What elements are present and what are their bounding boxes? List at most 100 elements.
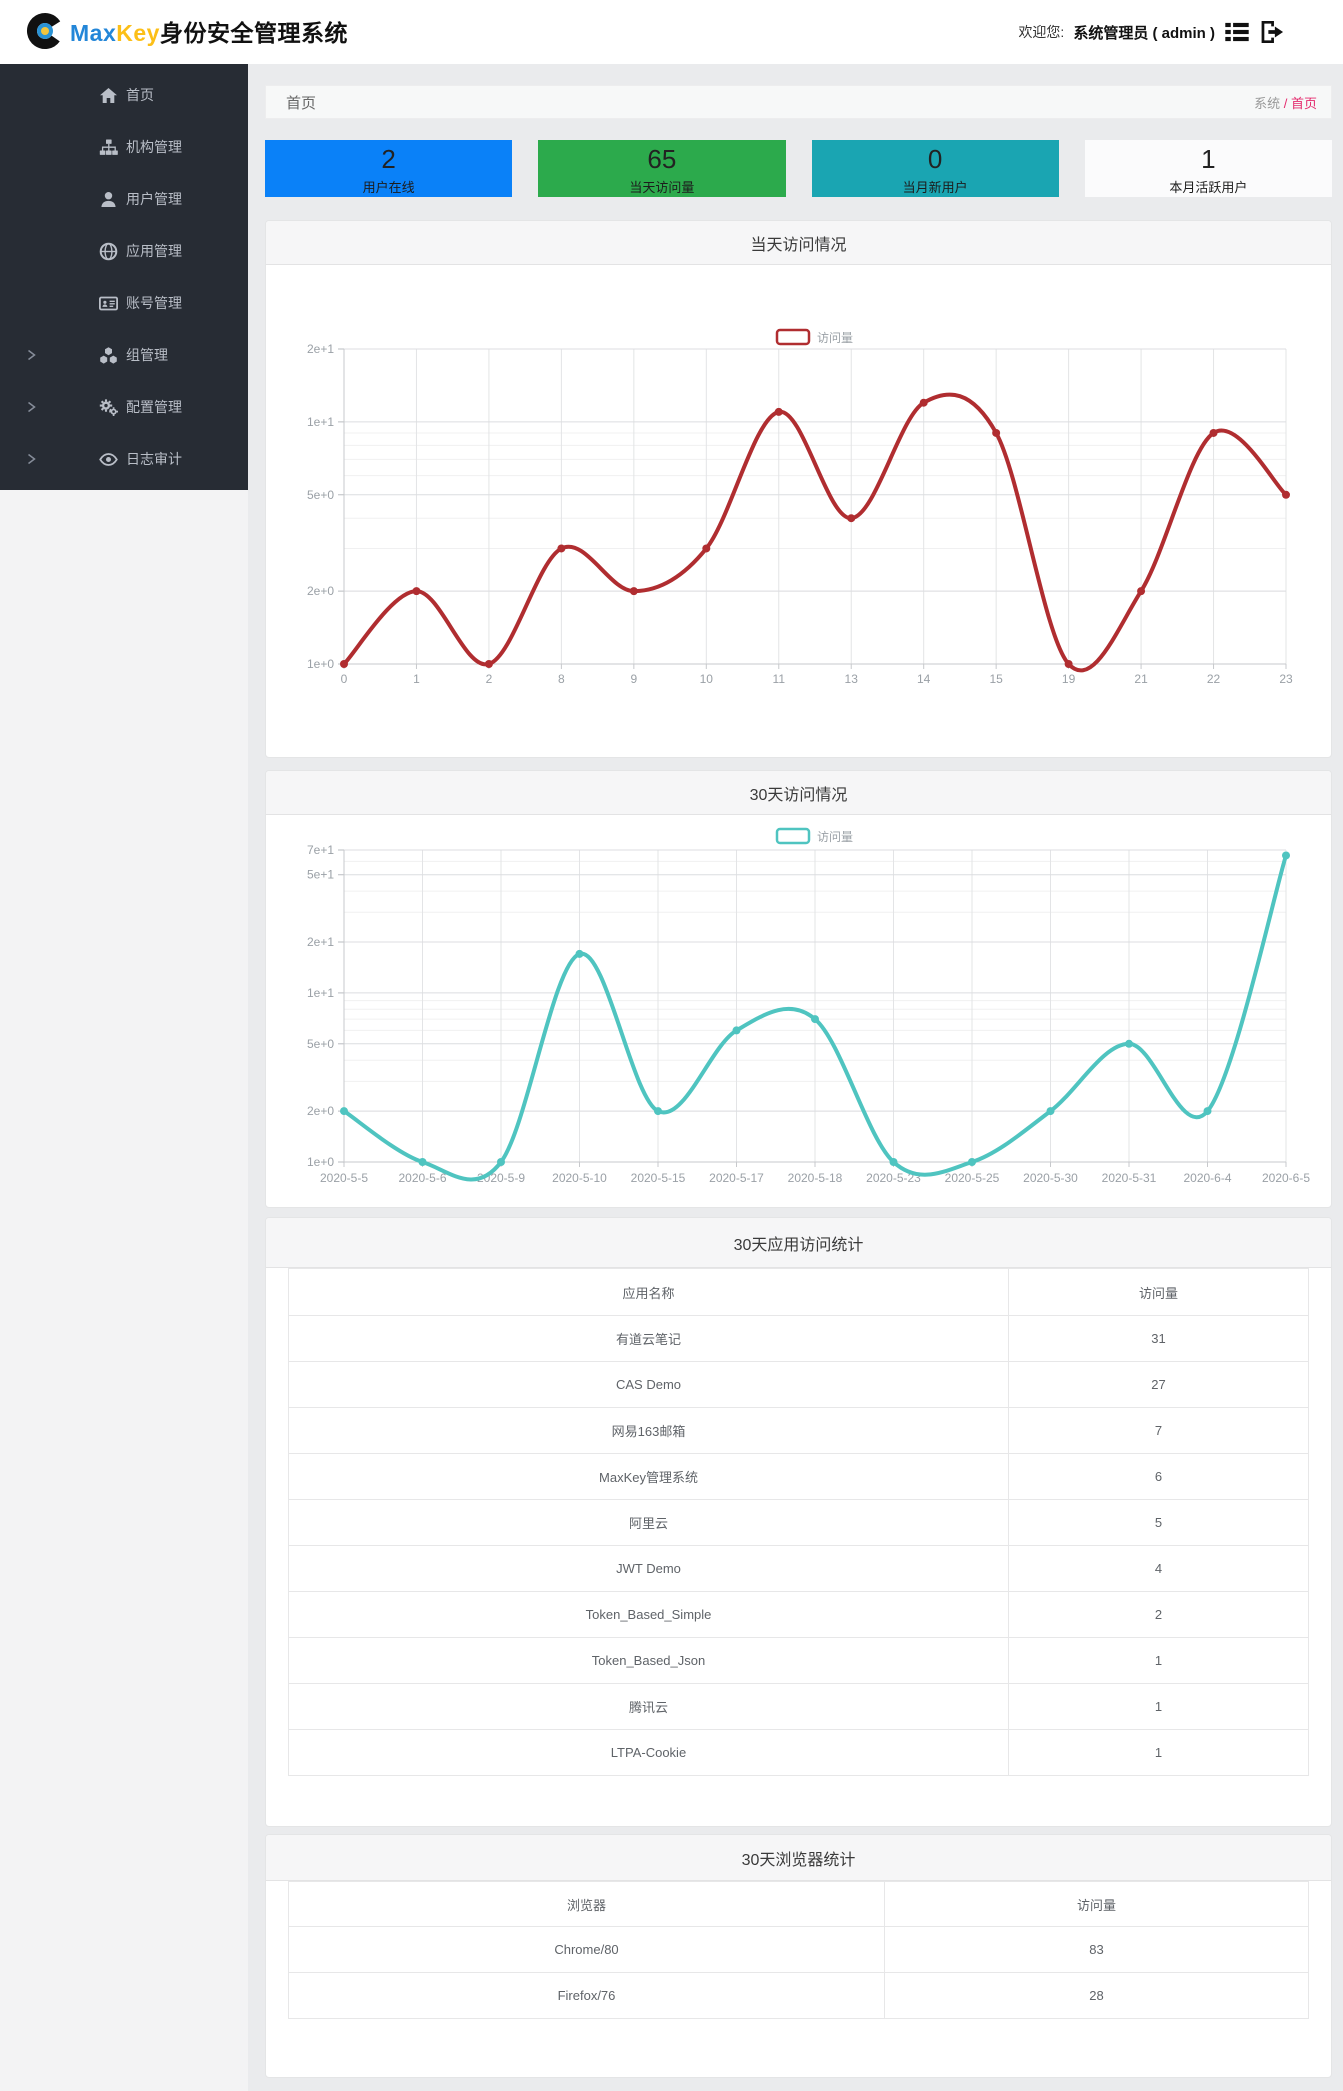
sidebar-item-7[interactable]: 配置管理 [0, 381, 248, 433]
globe-icon [99, 242, 118, 261]
stat-card-value: 1 [1201, 144, 1216, 174]
home-icon [99, 86, 118, 105]
sidebar-item-label: 用户管理 [126, 191, 182, 207]
name-cell: 腾讯云 [288, 1683, 1009, 1730]
stat-card-value: 2 [381, 144, 396, 174]
page-title: 首页 [286, 94, 317, 112]
stat-card-label: 本月活跃用户 [1169, 180, 1248, 195]
stat-card-3: 0 当月新用户 [811, 140, 1059, 197]
svg-text:访问量: 访问量 [817, 830, 853, 844]
panel-30day-browser-stats-title: 30天浏览器统计 [266, 1835, 1331, 1881]
svg-text:19: 19 [1062, 672, 1076, 686]
stat-card-label: 当天访问量 [629, 180, 695, 195]
chevron-right-icon [24, 452, 38, 466]
sidebar-item-label: 组管理 [126, 347, 168, 363]
count-cell: 31 [1008, 1315, 1309, 1362]
sidebar-menu: 首页机构管理用户管理应用管理账号管理组管理配置管理日志审计 [0, 64, 248, 485]
table-row: Firefox/76 28 [288, 1972, 1309, 2019]
sidebar: 首页机构管理用户管理应用管理账号管理组管理配置管理日志审计 [0, 64, 248, 490]
panel-30day-app-stats-title: 30天应用访问统计 [266, 1218, 1331, 1268]
count-cell: 1 [1008, 1729, 1309, 1776]
svg-text:2020-5-17: 2020-5-17 [709, 1171, 764, 1185]
today-visits-line-chart: 2e+1 1e+1 5e+0 2e+0 1e+0 0 1 2 8 9 10 11 13 14 15 19 21 2… [307, 328, 1293, 686]
sidebar-item-label: 日志审计 [126, 451, 182, 467]
chevron-right-icon [24, 400, 38, 414]
name-cell: 阿里云 [288, 1499, 1009, 1546]
breadcrumb-separator: / [1280, 95, 1291, 111]
list-icon[interactable] [1224, 19, 1250, 45]
name-cell: Token_Based_Json [288, 1637, 1009, 1684]
table-row: 有道云笔记 31 [288, 1315, 1309, 1362]
svg-text:2e+1: 2e+1 [307, 342, 334, 356]
table-row: 网易163邮箱 7 [288, 1407, 1309, 1454]
browser-visits-table: 浏览器 访问量 Chrome/80 83 Firefox/76 28 [288, 1881, 1309, 2019]
count-cell: 1 [1008, 1637, 1309, 1684]
svg-text:1e+1: 1e+1 [307, 415, 334, 429]
table-row: LTPA-Cookie 1 [288, 1729, 1309, 1776]
name-cell: LTPA-Cookie [288, 1729, 1009, 1776]
table-row: 腾讯云 1 [288, 1683, 1309, 1730]
chevron-right-icon [24, 348, 38, 362]
svg-text:10: 10 [700, 672, 714, 686]
sidebar-item-4[interactable]: 应用管理 [0, 225, 248, 277]
welcome-label: 欢迎您: [1018, 24, 1065, 40]
svg-text:14: 14 [917, 672, 931, 686]
stat-card-1: 2 用户在线 [265, 140, 513, 197]
id-card-icon [99, 294, 118, 313]
svg-text:1e+0: 1e+0 [307, 1155, 334, 1169]
svg-text:0: 0 [341, 672, 348, 686]
svg-text:访问量: 访问量 [817, 331, 853, 345]
table-row: 阿里云 5 [288, 1499, 1309, 1546]
svg-text:5e+1: 5e+1 [307, 868, 334, 882]
svg-text:2020-6-5: 2020-6-5 [1262, 1171, 1310, 1185]
name-cell: Token_Based_Simple [288, 1591, 1009, 1638]
column-header: 访问量 [1008, 1268, 1309, 1316]
logout-icon[interactable] [1259, 19, 1285, 45]
svg-text:2020-5-31: 2020-5-31 [1102, 1171, 1157, 1185]
panel-30day-app-stats: 30天应用访问统计 应用名称 访问量 有道云笔记 31 CAS Demo 27 网易163邮… [265, 1217, 1332, 1827]
sidebar-item-6[interactable]: 组管理 [0, 329, 248, 381]
sidebar-item-5[interactable]: 账号管理 [0, 277, 248, 329]
sidebar-item-3[interactable]: 用户管理 [0, 173, 248, 225]
svg-text:2020-5-23: 2020-5-23 [866, 1171, 921, 1185]
cubes-icon [99, 346, 118, 365]
stat-cards-row: 2 用户在线 65 当天访问量 0 当月新用户 1 本月活跃用户 [265, 140, 1332, 197]
sidebar-item-label: 账号管理 [126, 295, 182, 311]
breadcrumb: 系统 / 首页 [1254, 93, 1317, 112]
sidebar-item-label: 应用管理 [126, 243, 182, 259]
svg-text:23: 23 [1279, 672, 1293, 686]
svg-text:1e+0: 1e+0 [307, 657, 334, 671]
svg-text:2020-5-5: 2020-5-5 [320, 1171, 368, 1185]
topbar-user-area: 欢迎您: 系统管理员 ( admin ) [1018, 0, 1285, 64]
name-cell: MaxKey管理系统 [288, 1453, 1009, 1500]
panel-30day-visits-title: 30天访问情况 [266, 771, 1331, 815]
svg-text:2e+1: 2e+1 [307, 935, 334, 949]
svg-text:2020-5-18: 2020-5-18 [788, 1171, 843, 1185]
svg-text:13: 13 [845, 672, 859, 686]
user-icon [99, 190, 118, 209]
svg-text:1: 1 [413, 672, 420, 686]
breadcrumb-current[interactable]: 首页 [1290, 95, 1317, 111]
sidebar-item-label: 首页 [126, 87, 154, 103]
name-cell: Chrome/80 [288, 1926, 885, 1973]
sidebar-item-2[interactable]: 机构管理 [0, 121, 248, 173]
table-row: Token_Based_Json 1 [288, 1637, 1309, 1684]
svg-text:2020-5-6: 2020-5-6 [398, 1171, 446, 1185]
svg-text:2020-5-15: 2020-5-15 [631, 1171, 686, 1185]
svg-text:2e+0: 2e+0 [307, 1104, 334, 1118]
sidebar-item-1[interactable]: 首页 [0, 69, 248, 121]
svg-text:2020-6-4: 2020-6-4 [1183, 1171, 1231, 1185]
sidebar-item-8[interactable]: 日志审计 [0, 433, 248, 485]
stat-card-label: 用户在线 [362, 180, 415, 195]
table-row: Chrome/80 83 [288, 1926, 1309, 1973]
column-header: 应用名称 [288, 1268, 1009, 1316]
table-row: MaxKey管理系统 6 [288, 1453, 1309, 1500]
name-cell: 有道云笔记 [288, 1315, 1009, 1362]
current-user-label: 系统管理员 ( admin ) [1073, 24, 1215, 42]
name-cell: 网易163邮箱 [288, 1407, 1009, 1454]
table-row: JWT Demo 4 [288, 1545, 1309, 1592]
gears-icon [99, 398, 118, 417]
column-header: 浏览器 [288, 1881, 885, 1927]
table-row: Token_Based_Simple 2 [288, 1591, 1309, 1638]
stat-card-value: 0 [927, 144, 943, 174]
